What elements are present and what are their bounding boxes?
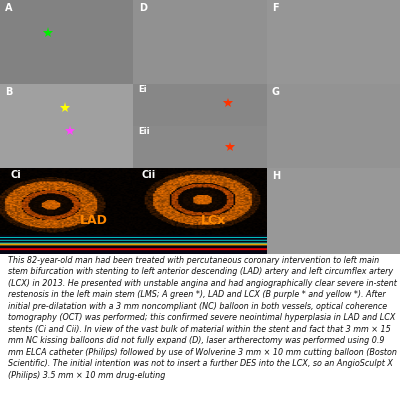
Text: A: A: [5, 3, 13, 13]
Text: This 82-year-old man had been treated with percutaneous coronary intervention to: This 82-year-old man had been treated wi…: [8, 256, 397, 380]
Text: B: B: [5, 87, 13, 97]
Text: Cii: Cii: [141, 170, 156, 180]
Text: Ei: Ei: [139, 86, 147, 94]
Text: D: D: [139, 3, 147, 13]
Text: LCx: LCx: [201, 214, 226, 227]
Text: H: H: [272, 171, 280, 181]
Text: Eii: Eii: [139, 128, 150, 136]
Text: F: F: [272, 3, 279, 13]
Text: LAD: LAD: [79, 214, 107, 227]
Text: Ci: Ci: [11, 170, 22, 180]
Text: G: G: [272, 87, 280, 97]
